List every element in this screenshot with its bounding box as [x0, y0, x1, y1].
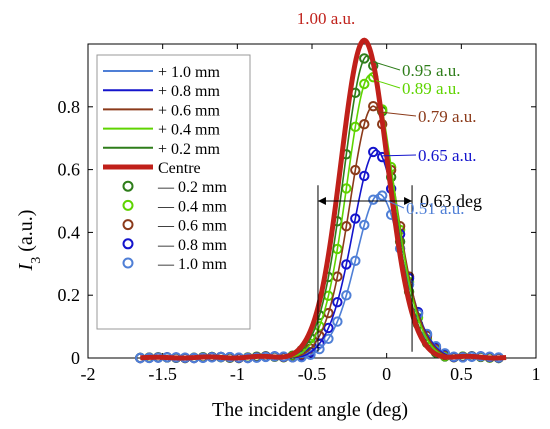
data-point: [332, 296, 343, 308]
y-tick-label: 0.8: [58, 97, 81, 117]
legend-item: Centre: [103, 160, 201, 177]
legend-label: + 0.4 mm: [158, 122, 220, 139]
data-point: [341, 259, 352, 270]
data-point: [368, 194, 379, 205]
fwhm-label: 0.63 deg: [420, 191, 482, 211]
peak-value-label: 0.65 a.u.: [418, 146, 477, 165]
legend-item: — 0.2 mm: [122, 179, 227, 196]
legend-item: + 1.0 mm: [103, 64, 220, 81]
y-axis-label: I3 (a.u.): [15, 210, 44, 272]
peak-leader: [376, 80, 401, 89]
peak-value-label: 0.51 a.u.: [406, 199, 465, 218]
data-point: [323, 333, 334, 344]
y-tick-label: 0.6: [58, 160, 81, 180]
fwhm-arrow-right: [404, 197, 413, 205]
data-point: [376, 190, 388, 201]
peak-value-label: 0.95 a.u.: [402, 61, 461, 80]
data-point: [368, 100, 379, 112]
legend-box: [96, 54, 251, 330]
legend-item: + 0.2 mm: [103, 141, 220, 158]
legend-swatch-marker: [122, 238, 134, 250]
x-tick-label: -1: [230, 364, 245, 384]
peak-value-label: 0.79 a.u.: [418, 107, 477, 126]
legend: + 1.0 mm + 0.8 mm + 0.6 mm + 0.4 mm + 0.2 mm…: [96, 54, 251, 330]
x-tick-label: -1.5: [148, 364, 177, 384]
legend-swatch-marker: [122, 199, 134, 211]
x-tick-label: 0: [382, 364, 391, 384]
legend-label: + 0.2 mm: [158, 141, 220, 158]
legend-item: + 0.4 mm: [103, 122, 220, 139]
data-point: [359, 219, 370, 231]
peak-leader: [382, 154, 417, 157]
y-tick-label: 0.4: [58, 222, 81, 242]
x-axis-label: The incident angle (deg): [212, 399, 408, 421]
legend-label: — 0.8 mm: [157, 237, 227, 254]
plot-area: -2 -1.5 -1 -0.5 0 0.5 1 0 0.2 0.4 0.6 0.8 0.63 deg 1.…: [58, 9, 541, 384]
x-tick-label: 1: [532, 364, 541, 384]
data-point: [350, 255, 361, 267]
legend-swatch-marker: [122, 180, 134, 192]
x-tick-label: -2: [81, 364, 96, 384]
data-point: [359, 170, 370, 182]
data-point: [359, 78, 370, 90]
data-point: [359, 119, 370, 130]
legend-item: + 0.6 mm: [103, 102, 220, 119]
legend-label: + 1.0 mm: [158, 64, 220, 81]
legend-label: — 0.4 mm: [157, 198, 227, 215]
peak-leader: [379, 111, 417, 117]
data-point: [368, 146, 379, 158]
x-tick-label: -0.5: [298, 364, 327, 384]
series-line: [140, 37, 507, 361]
legend-item: — 1.0 mm: [122, 256, 227, 273]
legend-label: — 0.6 mm: [157, 218, 227, 235]
y-tick-label: 0.2: [58, 285, 81, 305]
fwhm-arrow-left: [317, 197, 326, 205]
y-tick-label: 0: [71, 348, 80, 368]
data-point: [341, 290, 352, 301]
x-tick-label: 0.5: [450, 364, 473, 384]
legend-label: Centre: [158, 160, 201, 177]
y-axis-label-main: I: [15, 262, 37, 271]
legend-item: — 0.6 mm: [122, 218, 227, 235]
peak-leader: [385, 199, 405, 209]
legend-item: — 0.8 mm: [122, 237, 227, 254]
legend-label: + 0.8 mm: [158, 83, 220, 100]
data-point: [359, 53, 370, 64]
data-point: [323, 322, 334, 334]
peak-leader: [373, 61, 401, 71]
legend-item: + 0.8 mm: [103, 83, 220, 100]
y-axis-label-sub: 3: [29, 257, 44, 264]
legend-swatch-marker: [122, 219, 134, 231]
peak-value-label: 1.00 a.u.: [297, 9, 356, 28]
legend-swatch-marker: [122, 257, 134, 269]
peak-value-label: 0.89 a.u.: [402, 79, 461, 98]
legend-label: + 0.6 mm: [158, 102, 220, 119]
y-axis-label-unit: (a.u.): [15, 210, 37, 257]
legend-item: — 0.4 mm: [122, 198, 227, 215]
legend-label: — 0.2 mm: [157, 179, 227, 196]
data-point: [332, 316, 343, 327]
legend-label: — 1.0 mm: [157, 256, 227, 273]
